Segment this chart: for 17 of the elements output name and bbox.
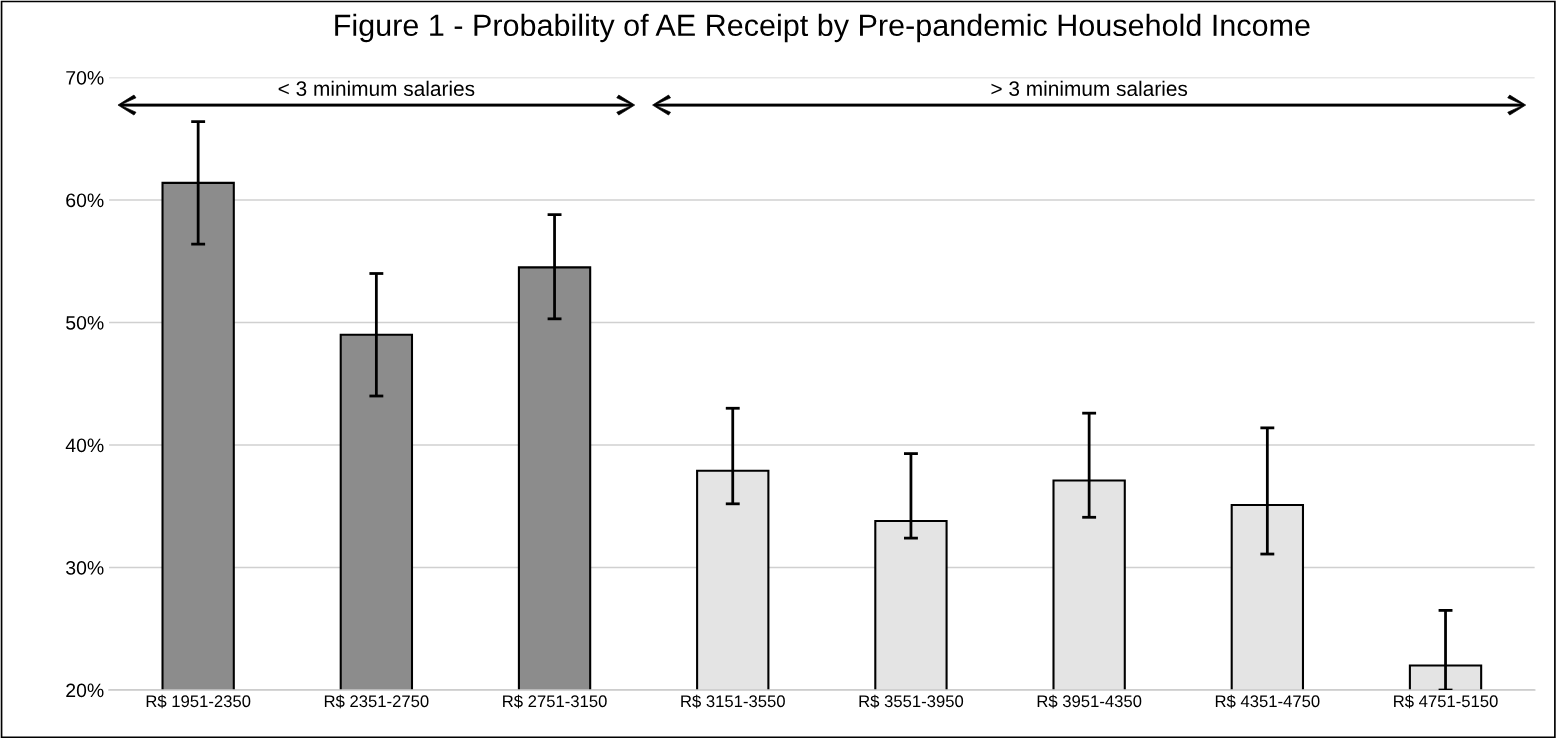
x-tick-label: R$ 4351-4750 [1215, 694, 1320, 709]
x-tick-label: R$ 3151-3550 [681, 694, 785, 709]
chart-title: Figure 1 - Probability of AE Receipt by Pre-pandemic Household Income [335, 13, 1310, 43]
annotation: < 3 minimum salaries [278, 80, 475, 97]
y-tick-label: 30% [66, 560, 104, 575]
y-tick-label: 70% [66, 70, 104, 85]
x-tick-label: R$ 3951-4350 [1037, 694, 1142, 709]
y-tick-label: 20% [66, 683, 104, 698]
y-tick-label: 40% [65, 438, 104, 453]
x-tick-label: R$ 3551-3950 [859, 694, 964, 709]
x-tick-label: R$ 2751-3150 [503, 694, 607, 709]
y-tick-label: 60% [66, 193, 104, 208]
annotation: > 3 minimum salaries [991, 80, 1188, 97]
x-tick-label: R$ 1951-2350 [146, 694, 251, 709]
x-tick-label: R$ 4751-5150 [1394, 694, 1498, 709]
x-tick-label: R$ 2351-2750 [324, 694, 429, 709]
y-tick-label: 50% [66, 315, 104, 330]
